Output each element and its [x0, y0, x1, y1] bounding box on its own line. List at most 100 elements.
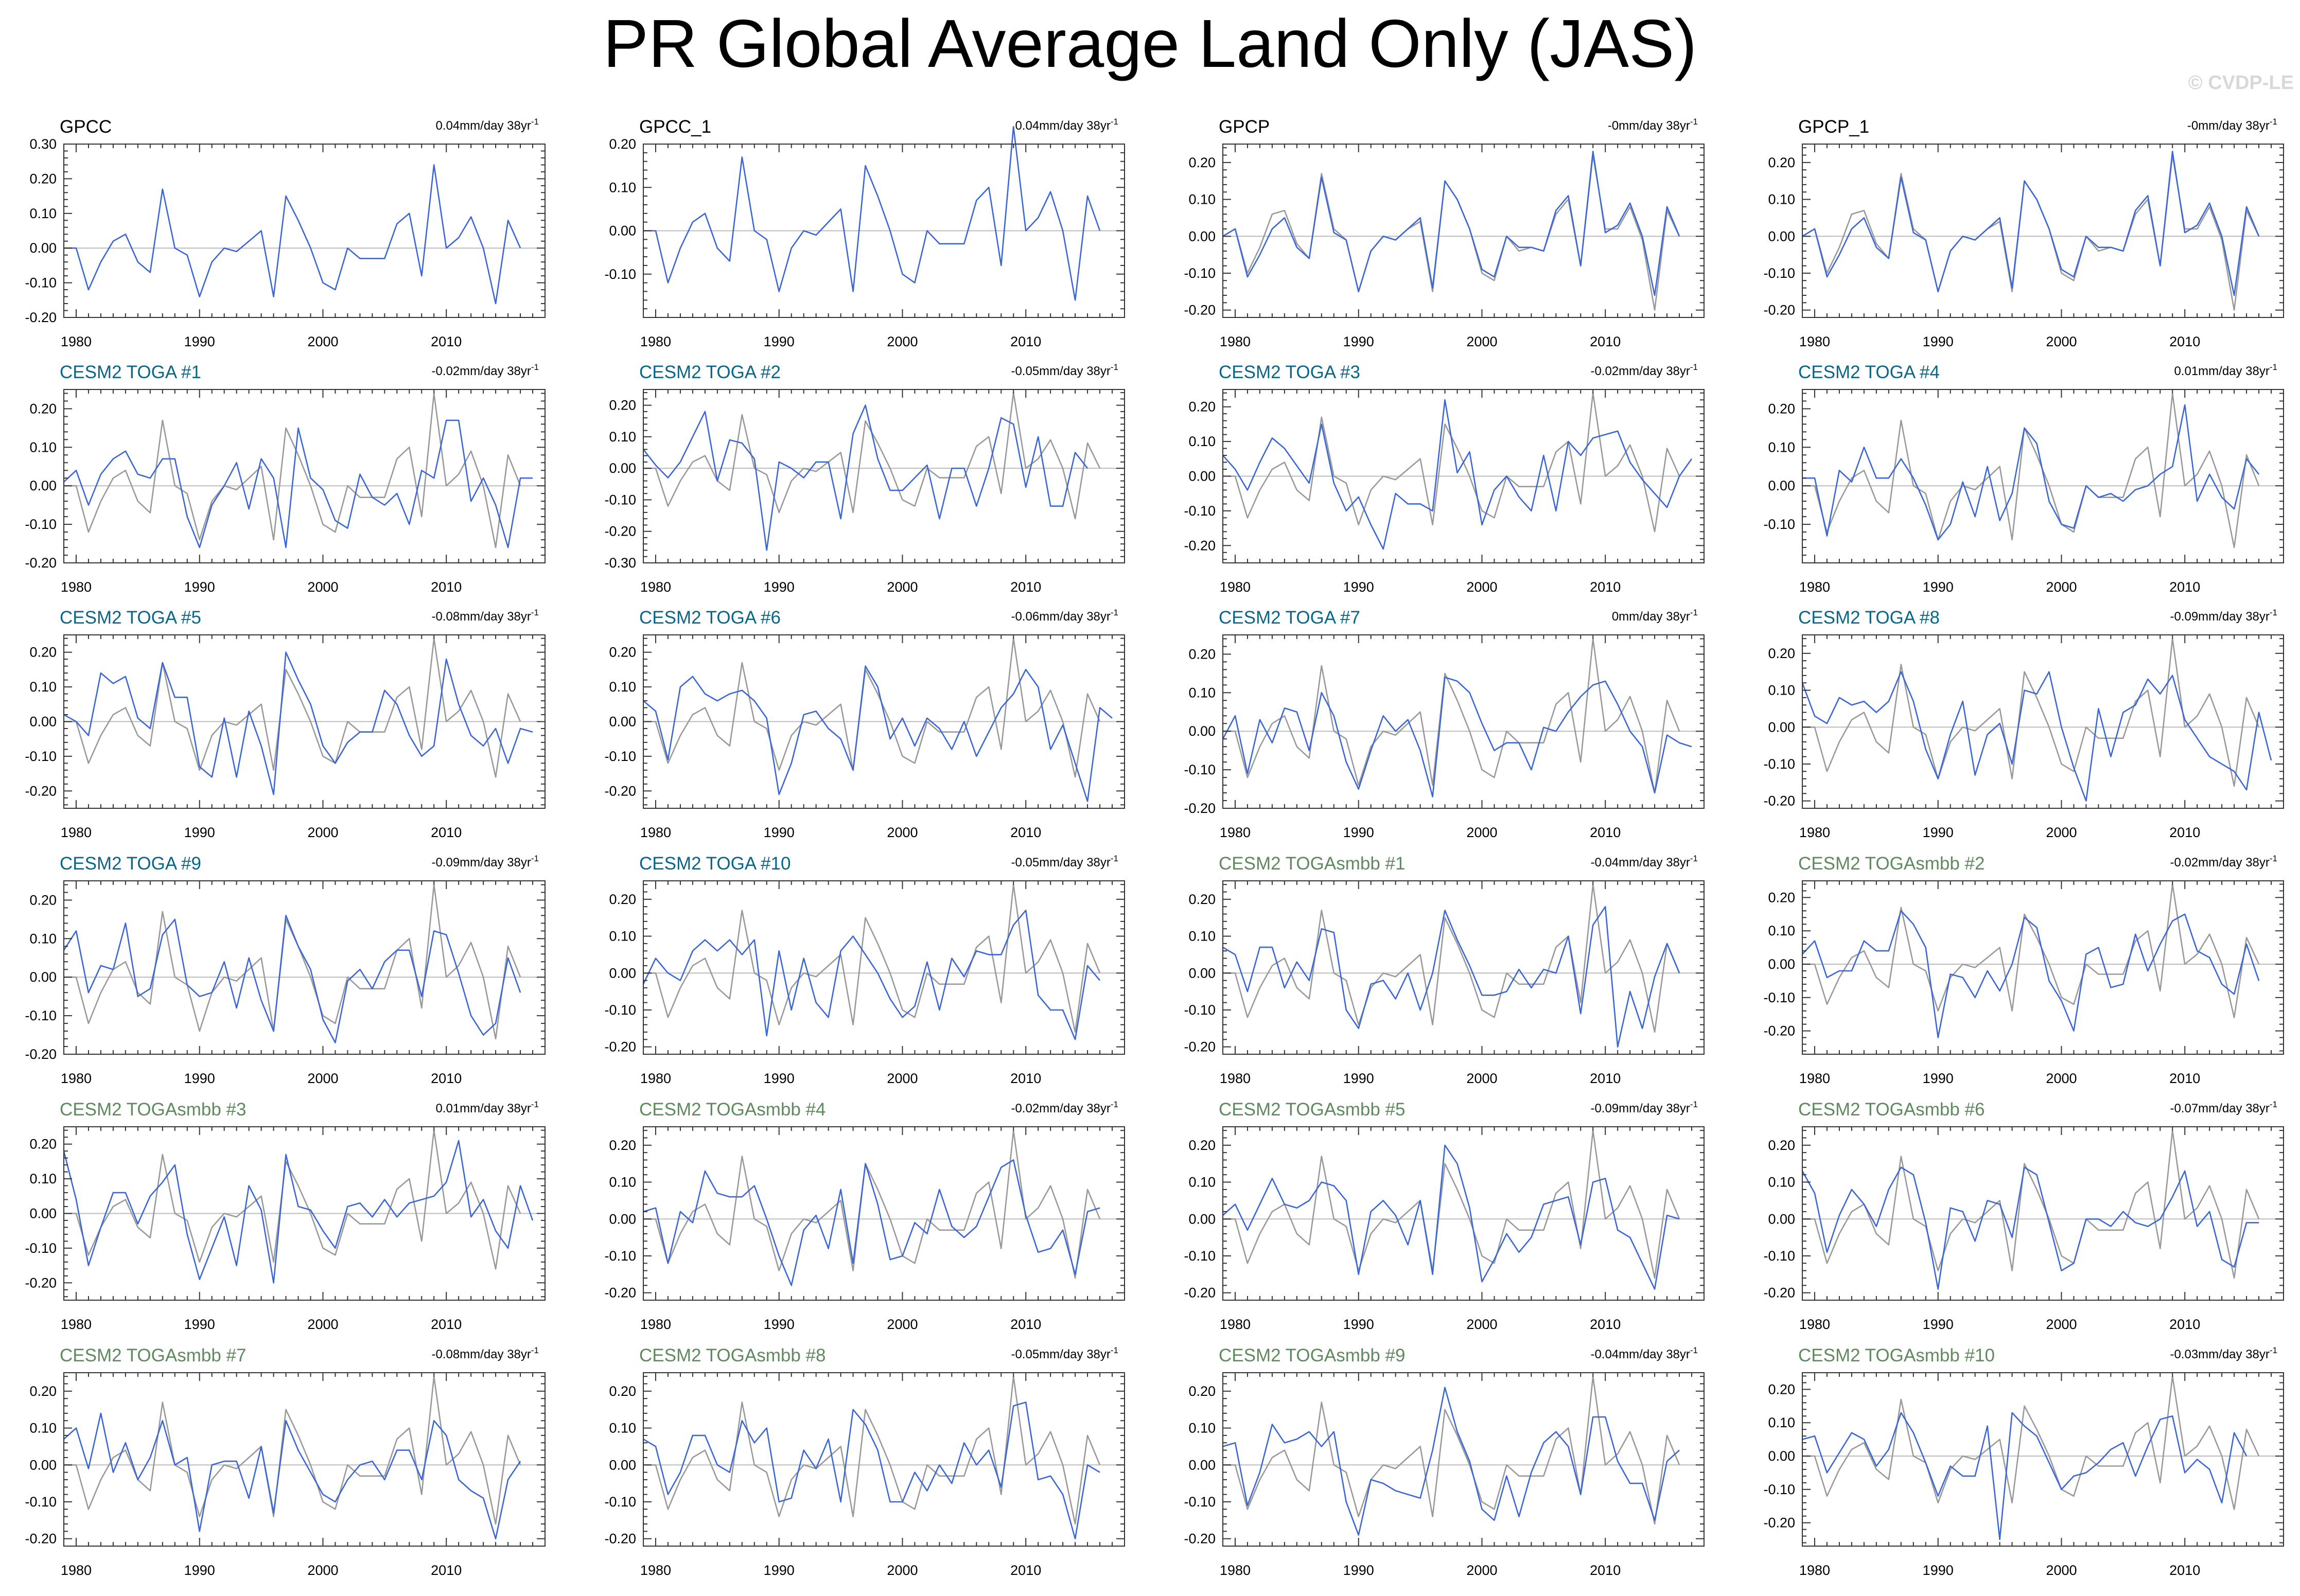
y-tick-label: -0.20	[1184, 1531, 1216, 1547]
x-tick-label: 2010	[1590, 1563, 1621, 1578]
x-tick-label: 1990	[1343, 1563, 1374, 1578]
panel-title: CESM2 TOGA #4	[1798, 362, 1940, 382]
trend-label: -0.09mm/day 38yr-1	[1590, 1100, 1698, 1115]
trend-label: -0.08mm/day 38yr-1	[431, 608, 539, 624]
y-tick-label: -0.10	[1184, 1494, 1216, 1510]
panel: 1980 1990 2000 2010-0.20-0.100.000.100.20CE…	[604, 1345, 1125, 1578]
panel: 1980 1990 2000 2010-0.20-0.100.000.100.20CE…	[1184, 608, 1705, 840]
panel: 1980 1990 2000 2010 -0.10 0.00 0.10 0.20 CESM2 T…	[1763, 362, 2284, 595]
y-tick-label: -0.20	[604, 783, 636, 799]
y-tick-label: -0.20	[1763, 303, 1795, 318]
panel-title: GPCP_1	[1798, 117, 1869, 137]
series-line	[1222, 906, 1680, 1048]
trend-label: 0mm/day 38yr-1	[1612, 608, 1698, 624]
x-tick-label: 1980	[61, 334, 92, 349]
x-tick-label: 2010	[2169, 1071, 2200, 1086]
series-line	[1222, 1387, 1680, 1536]
x-tick-label: 1990	[184, 825, 215, 840]
panel-title: CESM2 TOGA #2	[639, 362, 781, 382]
series-line	[1801, 1166, 2259, 1290]
y-tick-label: 0.20	[1768, 646, 1795, 661]
panel-title: CESM2 TOGAsmbb #2	[1798, 854, 1985, 874]
x-tick-label: 1980	[640, 579, 671, 595]
y-tick-label: -0.20	[1763, 793, 1795, 809]
x-tick-label: 2000	[307, 825, 338, 840]
y-tick-label: 0.10	[1768, 192, 1795, 207]
y-tick-label: -0.20	[1184, 1039, 1216, 1055]
y-tick-label: -0.10	[1184, 762, 1216, 777]
x-tick-label: 1980	[1220, 334, 1251, 349]
x-tick-label: 1980	[1220, 1563, 1251, 1578]
y-tick-label: 0.20	[609, 1384, 636, 1399]
series-line	[1222, 399, 1693, 550]
panel-title: CESM2 TOGAsmbb #5	[1219, 1100, 1405, 1120]
y-tick-label: 0.00	[1768, 1211, 1795, 1227]
y-tick-label: 0.00	[1768, 478, 1795, 493]
y-tick-label: -0.10	[1184, 503, 1216, 519]
x-tick-label: 1980	[1799, 579, 1830, 595]
y-tick-label: 0.20	[1188, 892, 1216, 907]
panel-title: GPCP	[1219, 117, 1270, 137]
panel: 1980 1990 2000 2010-0.20-0.100.000.100.20CE…	[1184, 1100, 1705, 1332]
series-line	[1802, 910, 2260, 1038]
plot-frame	[63, 389, 546, 563]
observed-series-line	[643, 1129, 1101, 1279]
watermark: © CVDP-LE	[2188, 72, 2294, 94]
x-tick-label: 2000	[887, 1317, 918, 1332]
panel-title: GPCC	[60, 117, 112, 137]
panel-title: CESM2 TOGA #10	[639, 854, 791, 874]
trend-label: -0.09mm/day 38yr-1	[2170, 608, 2277, 624]
y-tick-label: -0.20	[604, 1039, 636, 1055]
y-tick-label: -0.10	[604, 749, 636, 764]
plot-frame	[1222, 634, 1705, 809]
x-tick-label: 1990	[184, 1317, 215, 1332]
y-tick-label: 0.00	[1188, 723, 1216, 739]
y-tick-label: -0.20	[1763, 1023, 1795, 1039]
y-tick-label: 0.10	[609, 679, 636, 695]
y-tick-label: -0.10	[604, 1248, 636, 1264]
panel: 1980 1990 2000 2010-0.20-0.100.000.100.20CE…	[1763, 854, 2284, 1086]
series-line	[1222, 1144, 1680, 1290]
y-tick-label: 0.20	[29, 171, 57, 186]
panel-title: CESM2 TOGAsmbb #3	[60, 1100, 246, 1120]
panel: 1980 1990 2000 2010-0.20-0.100.000.100.20CE…	[1184, 362, 1705, 595]
x-tick-label: 1990	[1923, 334, 1954, 349]
y-tick-label: 0.20	[609, 398, 636, 413]
y-tick-label: -0.10	[1763, 756, 1795, 772]
x-tick-label: 2000	[887, 579, 918, 595]
panel: 1980 1990 2000 2010-0.20-0.100.000.100.20CE…	[1763, 1345, 2284, 1578]
observed-series-line	[1223, 883, 1680, 1033]
trend-label: -0.05mm/day 38yr-1	[1011, 1345, 1118, 1361]
panel: 1980 1990 2000 2010 -0.30 -0.20 -0.10 0.00 0.10 0…	[604, 362, 1125, 595]
y-tick-label: 0.10	[29, 439, 57, 455]
y-tick-label: -0.20	[25, 310, 57, 325]
y-tick-label: 0.20	[1188, 399, 1216, 415]
x-tick-label: 2010	[431, 1563, 462, 1578]
y-tick-label: -0.20	[1763, 1285, 1795, 1301]
y-tick-label: -0.10	[25, 1494, 57, 1510]
x-tick-label: 1990	[764, 1563, 795, 1578]
y-tick-label: 0.20	[1188, 1384, 1216, 1399]
y-tick-label: 0.10	[29, 206, 57, 221]
trend-label: -0.04mm/day 38yr-1	[1590, 854, 1698, 870]
x-tick-label: 1980	[1799, 825, 1830, 840]
series-line	[1802, 150, 2260, 296]
y-tick-label: 0.20	[609, 892, 636, 907]
y-tick-label: 0.00	[609, 714, 636, 730]
panel-title: GPCC_1	[639, 117, 711, 137]
panel-title: CESM2 TOGAsmbb #7	[60, 1345, 246, 1366]
panel-title: CESM2 TOGA #3	[1219, 362, 1360, 382]
trend-label: 0.01mm/day 38yr-1	[435, 1100, 539, 1115]
x-tick-label: 2000	[2046, 1563, 2077, 1578]
x-tick-label: 1990	[184, 579, 215, 595]
y-tick-label: 0.20	[609, 1138, 636, 1153]
y-tick-label: -0.10	[1184, 1002, 1216, 1018]
y-tick-label: -0.10	[25, 1240, 57, 1256]
panel: 1980 1990 2000 2010-0.20-0.100.000.100.20CE…	[25, 1345, 546, 1578]
plot-frame	[1222, 1126, 1705, 1301]
trend-label: -0mm/day 38yr-1	[2187, 117, 2277, 133]
panel-title: CESM2 TOGA #8	[1798, 608, 1940, 628]
y-tick-label: 0.10	[1768, 439, 1795, 455]
y-tick-label: 0.20	[609, 645, 636, 660]
